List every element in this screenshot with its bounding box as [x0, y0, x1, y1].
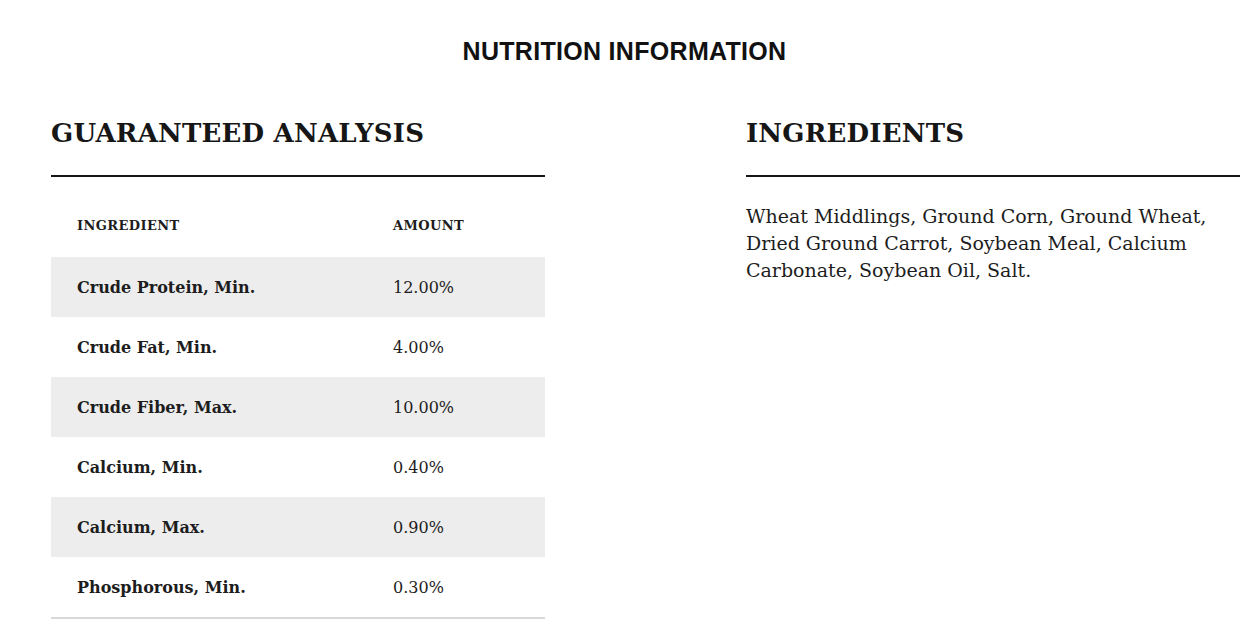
ingredient-amount: 12.00%	[393, 278, 454, 297]
ingredients-text-line: Wheat Middlings, Ground Corn, Ground Whe…	[746, 203, 1240, 230]
table-header-row: INGREDIENT AMOUNT	[51, 177, 545, 257]
ingredients-text-line: Dried Ground Carrot, Soybean Meal, Calci…	[746, 230, 1240, 257]
ingredient-amount: 10.00%	[393, 398, 454, 417]
ingredients-heading: INGREDIENTS	[746, 118, 1240, 148]
column-header-amount: AMOUNT	[393, 218, 464, 233]
ingredients-section: INGREDIENTS Wheat Middlings, Ground Corn…	[746, 118, 1240, 619]
guaranteed-analysis-heading: GUARANTEED ANALYSIS	[51, 118, 545, 148]
table-row: Phosphorous, Min. 0.30%	[51, 557, 545, 617]
table-row: Calcium, Min. 0.40%	[51, 437, 545, 497]
guaranteed-analysis-table: INGREDIENT AMOUNT Crude Protein, Min. 12…	[51, 177, 545, 619]
ingredient-name: Calcium, Max.	[51, 518, 393, 537]
nutrition-information-page: NUTRITION INFORMATION GUARANTEED ANALYSI…	[0, 0, 1249, 619]
ingredients-divider	[746, 175, 1240, 177]
column-header-ingredient: INGREDIENT	[51, 218, 393, 233]
guaranteed-analysis-section: GUARANTEED ANALYSIS INGREDIENT AMOUNT Cr…	[51, 118, 545, 619]
table-row: Calcium, Max. 0.90%	[51, 497, 545, 557]
content-columns: GUARANTEED ANALYSIS INGREDIENT AMOUNT Cr…	[51, 118, 1249, 619]
ingredient-name: Phosphorous, Min.	[51, 578, 393, 597]
ingredient-name: Crude Fiber, Max.	[51, 398, 393, 417]
table-row: Crude Protein, Min. 12.00%	[51, 257, 545, 317]
ingredient-name: Crude Protein, Min.	[51, 278, 393, 297]
ingredient-amount: 4.00%	[393, 338, 444, 357]
ingredient-amount: 0.30%	[393, 578, 444, 597]
table-row: Crude Fiber, Max. 10.00%	[51, 377, 545, 437]
table-row: Crude Fat, Min. 4.00%	[51, 317, 545, 377]
ingredient-name: Crude Fat, Min.	[51, 338, 393, 357]
ingredient-name: Calcium, Min.	[51, 458, 393, 477]
page-title: NUTRITION INFORMATION	[0, 0, 1249, 65]
ingredients-text-line: Carbonate, Soybean Oil, Salt.	[746, 257, 1240, 284]
ingredient-amount: 0.40%	[393, 458, 444, 477]
ingredients-text: Wheat Middlings, Ground Corn, Ground Whe…	[746, 203, 1240, 284]
ingredient-amount: 0.90%	[393, 518, 444, 537]
